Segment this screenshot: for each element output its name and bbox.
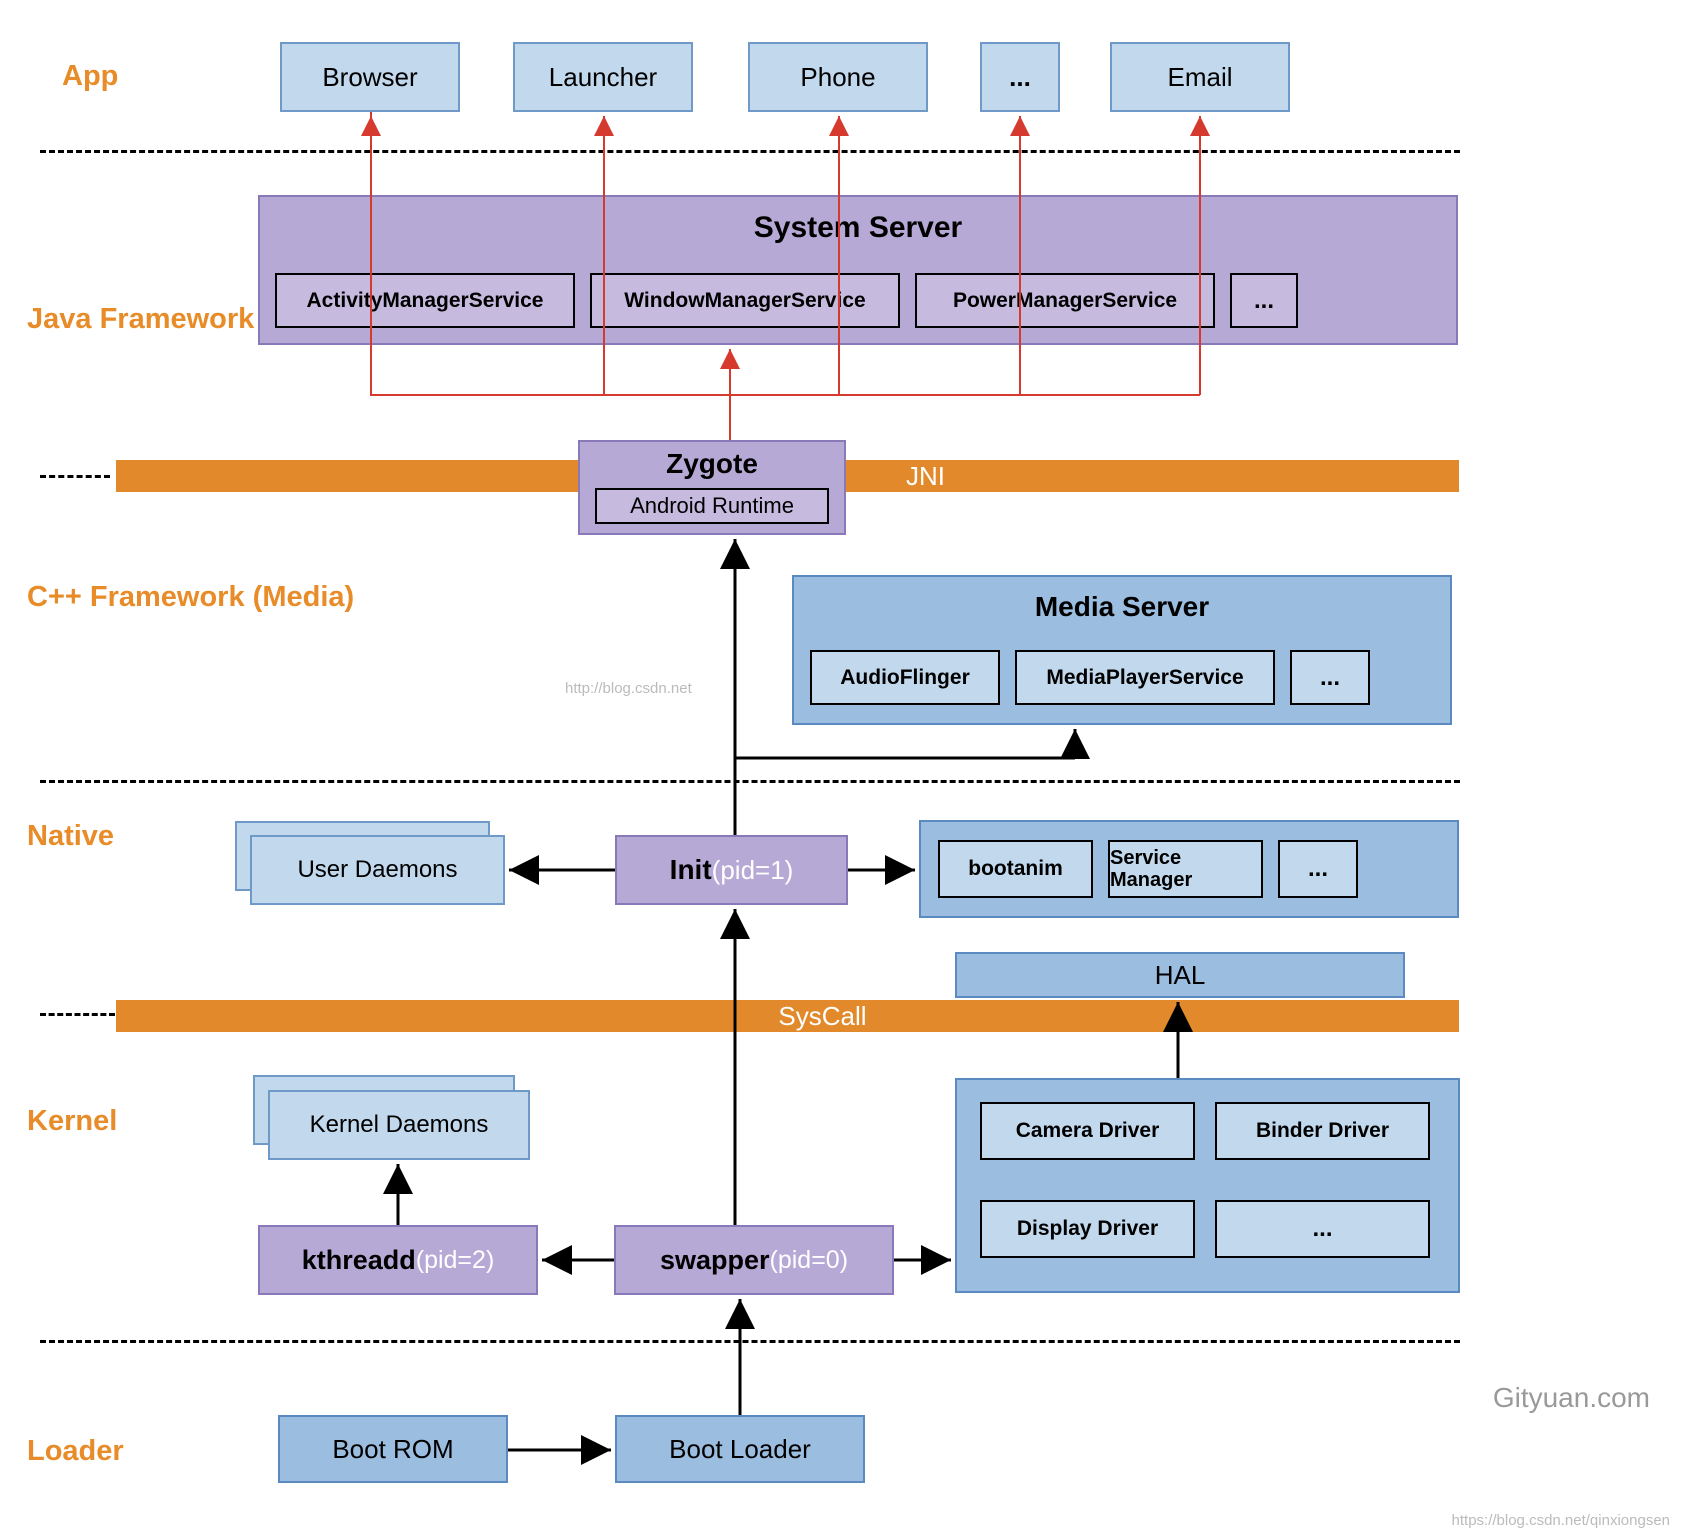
swapper-label: swapper	[660, 1245, 770, 1276]
svc-wms: WindowManagerService	[590, 273, 900, 328]
init-box: Init (pid=1)	[615, 835, 848, 905]
service-manager: Service Manager	[1108, 840, 1263, 898]
camera-driver: Camera Driver	[980, 1102, 1195, 1160]
boot-loader: Boot Loader	[615, 1415, 865, 1483]
kernel-daemons: Kernel Daemons	[268, 1090, 530, 1160]
layer-label-kernel: Kernel	[27, 1105, 117, 1138]
app-browser: Browser	[280, 42, 460, 112]
svc-audioflinger: AudioFlinger	[810, 650, 1000, 705]
native-ellipsis: ...	[1278, 840, 1358, 898]
driver-ellipsis: ...	[1215, 1200, 1430, 1258]
layer-label-java-fw: Java Framework	[27, 303, 254, 336]
binder-driver: Binder Driver	[1215, 1102, 1430, 1160]
svc-media-ellipsis: ...	[1290, 650, 1370, 705]
syscall-bar: SysCall	[116, 1000, 1459, 1032]
syscall-label: SysCall	[778, 1001, 866, 1032]
svc-ellipsis: ...	[1230, 273, 1298, 328]
layer-label-cpp-fw: C++ Framework (Media)	[27, 581, 354, 614]
app-launcher: Launcher	[513, 42, 693, 112]
boot-rom: Boot ROM	[278, 1415, 508, 1483]
kthreadd-box: kthreadd (pid=2)	[258, 1225, 538, 1295]
init-pid: (pid=1)	[712, 855, 794, 886]
display-driver: Display Driver	[980, 1200, 1195, 1258]
wm-url1: http://blog.csdn.net	[565, 680, 692, 697]
watermark: Gityuan.com	[1493, 1382, 1650, 1414]
wm-url2: https://blog.csdn.net/qinxiongsen	[1452, 1512, 1670, 1529]
jni-label: JNI	[906, 461, 945, 492]
divider-4a	[40, 1013, 115, 1016]
svc-ams: ActivityManagerService	[275, 273, 575, 328]
svc-pms: PowerManagerService	[915, 273, 1215, 328]
kthreadd-pid: (pid=2)	[416, 1246, 495, 1275]
bootanim: bootanim	[938, 840, 1093, 898]
kthreadd-label: kthreadd	[302, 1245, 416, 1276]
divider-1	[40, 150, 1460, 153]
layer-label-native: Native	[27, 820, 114, 853]
app-email: Email	[1110, 42, 1290, 112]
swapper-box: swapper (pid=0)	[614, 1225, 894, 1295]
swapper-pid: (pid=0)	[770, 1246, 849, 1275]
media-server-title: Media Server	[794, 591, 1450, 623]
app-phone: Phone	[748, 42, 928, 112]
divider-5	[40, 1340, 1460, 1343]
divider-3	[40, 780, 1460, 783]
app-ellipsis: ...	[980, 42, 1060, 112]
user-daemons: User Daemons	[250, 835, 505, 905]
system-server-title: System Server	[260, 211, 1456, 245]
init-label: Init	[670, 854, 712, 886]
hal-box: HAL	[955, 952, 1405, 998]
zygote-title: Zygote	[580, 448, 844, 480]
layer-label-app: App	[62, 60, 118, 93]
divider-2a	[40, 475, 110, 478]
svc-mediaplayer: MediaPlayerService	[1015, 650, 1275, 705]
layer-label-loader: Loader	[27, 1435, 124, 1468]
zygote-runtime: Android Runtime	[595, 488, 829, 524]
